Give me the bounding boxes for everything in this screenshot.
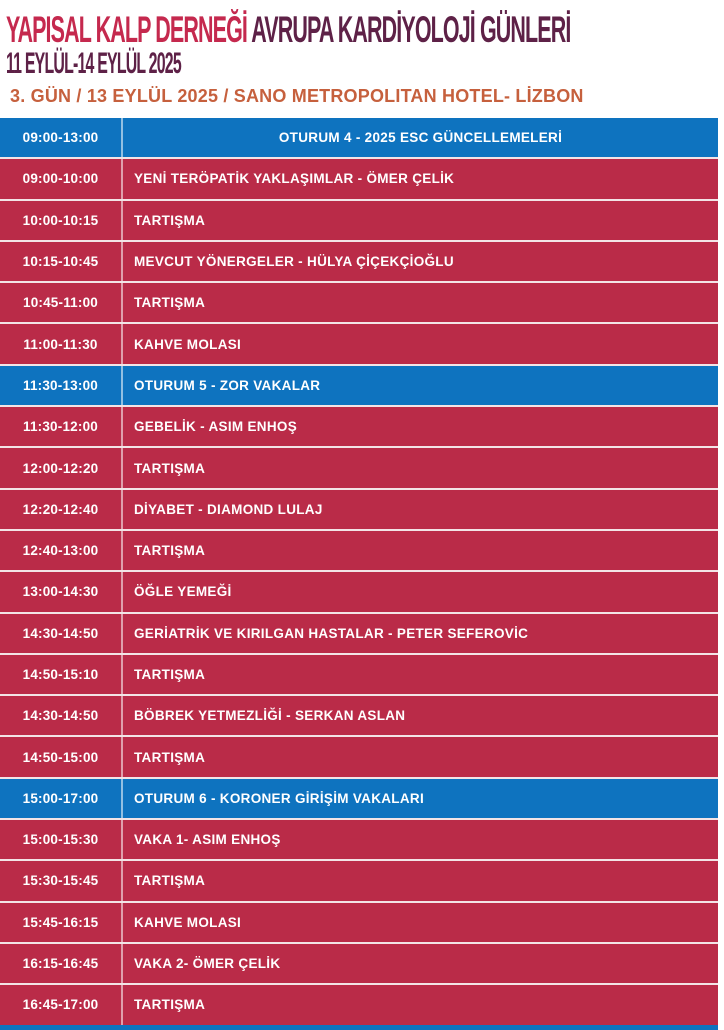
session-row: 15:00-17:00 OTURUM 6 - KORONER GİRİŞİM VA… xyxy=(0,778,718,819)
title-cell: TARTIŞMA xyxy=(134,997,206,1013)
time-cell: 12:40-13:00 xyxy=(0,530,123,571)
table-row: 15:30-15:45 TARTIŞMA xyxy=(0,861,718,901)
title-cell: TARTIŞMA xyxy=(134,667,206,682)
time-cell: 10:00-10:15 xyxy=(0,200,123,240)
schedule-table: 09:00-13:00 OTURUM 4 - 2025 ESC GÜNCELLEM… xyxy=(0,118,718,1025)
session-row: 09:00-13:00 OTURUM 4 - 2025 ESC GÜNCELLEM… xyxy=(0,118,718,158)
title-cell: TARTIŞMA xyxy=(134,295,206,311)
time-cell: 16:45-17:00 xyxy=(0,985,123,1025)
title-cell: KAHVE MOLASI xyxy=(134,914,242,930)
table-row: 09:00-10:00 YENİ TERÖPATİK YAKLAŞIMLAR - … xyxy=(0,159,718,199)
time-cell: 13:00-14:30 xyxy=(0,572,123,612)
event-title-association: YAPISAL KALP DERNEĞİ xyxy=(6,9,248,50)
time-cell: 14:30-14:50 xyxy=(0,613,123,653)
title-cell: OTURUM 5 - ZOR VAKALAR xyxy=(134,377,321,393)
page-header: YAPISAL KALP DERNEĞİ AVRUPA KARDİYOLOJİ … xyxy=(0,0,724,110)
table-row: 12:00-12:20 TARTIŞMA xyxy=(0,448,718,488)
event-title: YAPISAL KALP DERNEĞİ AVRUPA KARDİYOLOJİ … xyxy=(6,11,724,49)
title-cell: KAHVE MOLASI xyxy=(134,336,242,352)
cutoff-next-session-row xyxy=(0,1024,718,1030)
event-date-range: 11 EYLÜL-14 EYLÜL 2025 xyxy=(6,47,182,80)
time-cell: 15:00-17:00 xyxy=(0,778,123,819)
table-row: 10:00-10:15 TARTIŞMA xyxy=(0,200,718,240)
title-cell: VAKA 2- ÖMER ÇELİK xyxy=(134,956,281,972)
table-row: 10:15-10:45 MEVCUT YÖNERGELER - HÜLYA ÇİÇ… xyxy=(0,241,718,282)
table-row: 15:45-16:15 KAHVE MOLASI xyxy=(0,902,718,942)
event-date-range-line: 11 EYLÜL-14 EYLÜL 2025 xyxy=(6,47,724,80)
title-cell: TARTIŞMA xyxy=(134,873,206,889)
time-cell: 15:45-16:15 xyxy=(0,902,123,942)
title-cell: TARTIŞMA xyxy=(134,460,206,476)
title-cell: YENİ TERÖPATİK YAKLAŞIMLAR - ÖMER ÇELİK xyxy=(134,171,455,187)
title-cell: GERİATRİK VE KIRILGAN HASTALAR - PETER S… xyxy=(134,625,529,641)
table-row: 12:40-13:00 TARTIŞMA xyxy=(0,530,718,571)
time-cell: 09:00-13:00 xyxy=(0,118,123,158)
time-cell: 12:00-12:20 xyxy=(0,448,123,488)
title-cell: BÖBREK YETMEZLİĞİ - SERKAN ASLAN xyxy=(134,708,406,724)
time-cell: 12:20-12:40 xyxy=(0,489,123,529)
time-cell: 11:30-12:00 xyxy=(0,407,123,447)
title-cell: ÖĞLE YEMEĞİ xyxy=(134,584,232,600)
time-cell: 14:50-15:10 xyxy=(0,654,123,695)
title-cell: MEVCUT YÖNERGELER - HÜLYA ÇİÇEKÇİOĞLU xyxy=(134,254,454,270)
time-cell: 16:15-16:45 xyxy=(0,943,123,984)
table-row: 14:30-14:50 BÖBREK YETMEZLİĞİ - SERKAN AS… xyxy=(0,696,718,736)
table-row: 12:20-12:40 DİYABET - DIAMOND LULAJ xyxy=(0,489,718,529)
day-header: 3. GÜN / 13 EYLÜL 2025 / SANO METROPOLIT… xyxy=(10,86,584,106)
title-cell: TARTIŞMA xyxy=(134,212,206,228)
table-row: 13:00-14:30 ÖĞLE YEMEĞİ xyxy=(0,572,718,612)
table-row: 16:15-16:45 VAKA 2- ÖMER ÇELİK xyxy=(0,943,718,984)
time-cell: 14:30-14:50 xyxy=(0,696,123,736)
table-row: 16:45-17:00 TARTIŞMA xyxy=(0,985,718,1025)
table-row: 15:00-15:30 VAKA 1- ASIM ENHOŞ xyxy=(0,820,718,860)
time-cell: 10:15-10:45 xyxy=(0,241,123,282)
time-cell: 09:00-10:00 xyxy=(0,159,123,199)
table-row: 11:00-11:30 KAHVE MOLASI xyxy=(0,324,718,364)
table-row: 14:30-14:50 GERİATRİK VE KIRILGAN HASTALA… xyxy=(0,613,718,653)
time-cell: 14:50-15:00 xyxy=(0,737,123,777)
title-cell: VAKA 1- ASIM ENHOŞ xyxy=(134,832,281,848)
title-cell: GEBELİK - ASIM ENHOŞ xyxy=(134,419,298,435)
table-row: 14:50-15:00 TARTIŞMA xyxy=(0,737,718,777)
table-row: 10:45-11:00 TARTIŞMA xyxy=(0,283,718,323)
time-cell: 10:45-11:00 xyxy=(0,283,123,323)
time-cell: 15:30-15:45 xyxy=(0,861,123,901)
day-header-line: 3. GÜN / 13 EYLÜL 2025 / SANO METROPOLIT… xyxy=(6,86,724,110)
event-title-name: AVRUPA KARDİYOLOJİ GÜNLERİ xyxy=(246,9,571,50)
title-cell: TARTIŞMA xyxy=(134,749,206,765)
time-cell: 11:30-13:00 xyxy=(0,365,123,406)
session-row: 11:30-13:00 OTURUM 5 - ZOR VAKALAR xyxy=(0,365,718,406)
time-cell: 11:00-11:30 xyxy=(0,324,123,364)
title-cell: DİYABET - DIAMOND LULAJ xyxy=(134,501,323,517)
title-cell: OTURUM 4 - 2025 ESC GÜNCELLEMELERİ xyxy=(278,130,563,146)
table-row: 14:50-15:10 TARTIŞMA xyxy=(0,654,718,695)
time-cell: 15:00-15:30 xyxy=(0,820,123,860)
table-row: 11:30-12:00 GEBELİK - ASIM ENHOŞ xyxy=(0,407,718,447)
title-cell: TARTIŞMA xyxy=(134,543,206,559)
title-cell: OTURUM 6 - KORONER GİRİŞİM VAKALARI xyxy=(134,790,424,806)
